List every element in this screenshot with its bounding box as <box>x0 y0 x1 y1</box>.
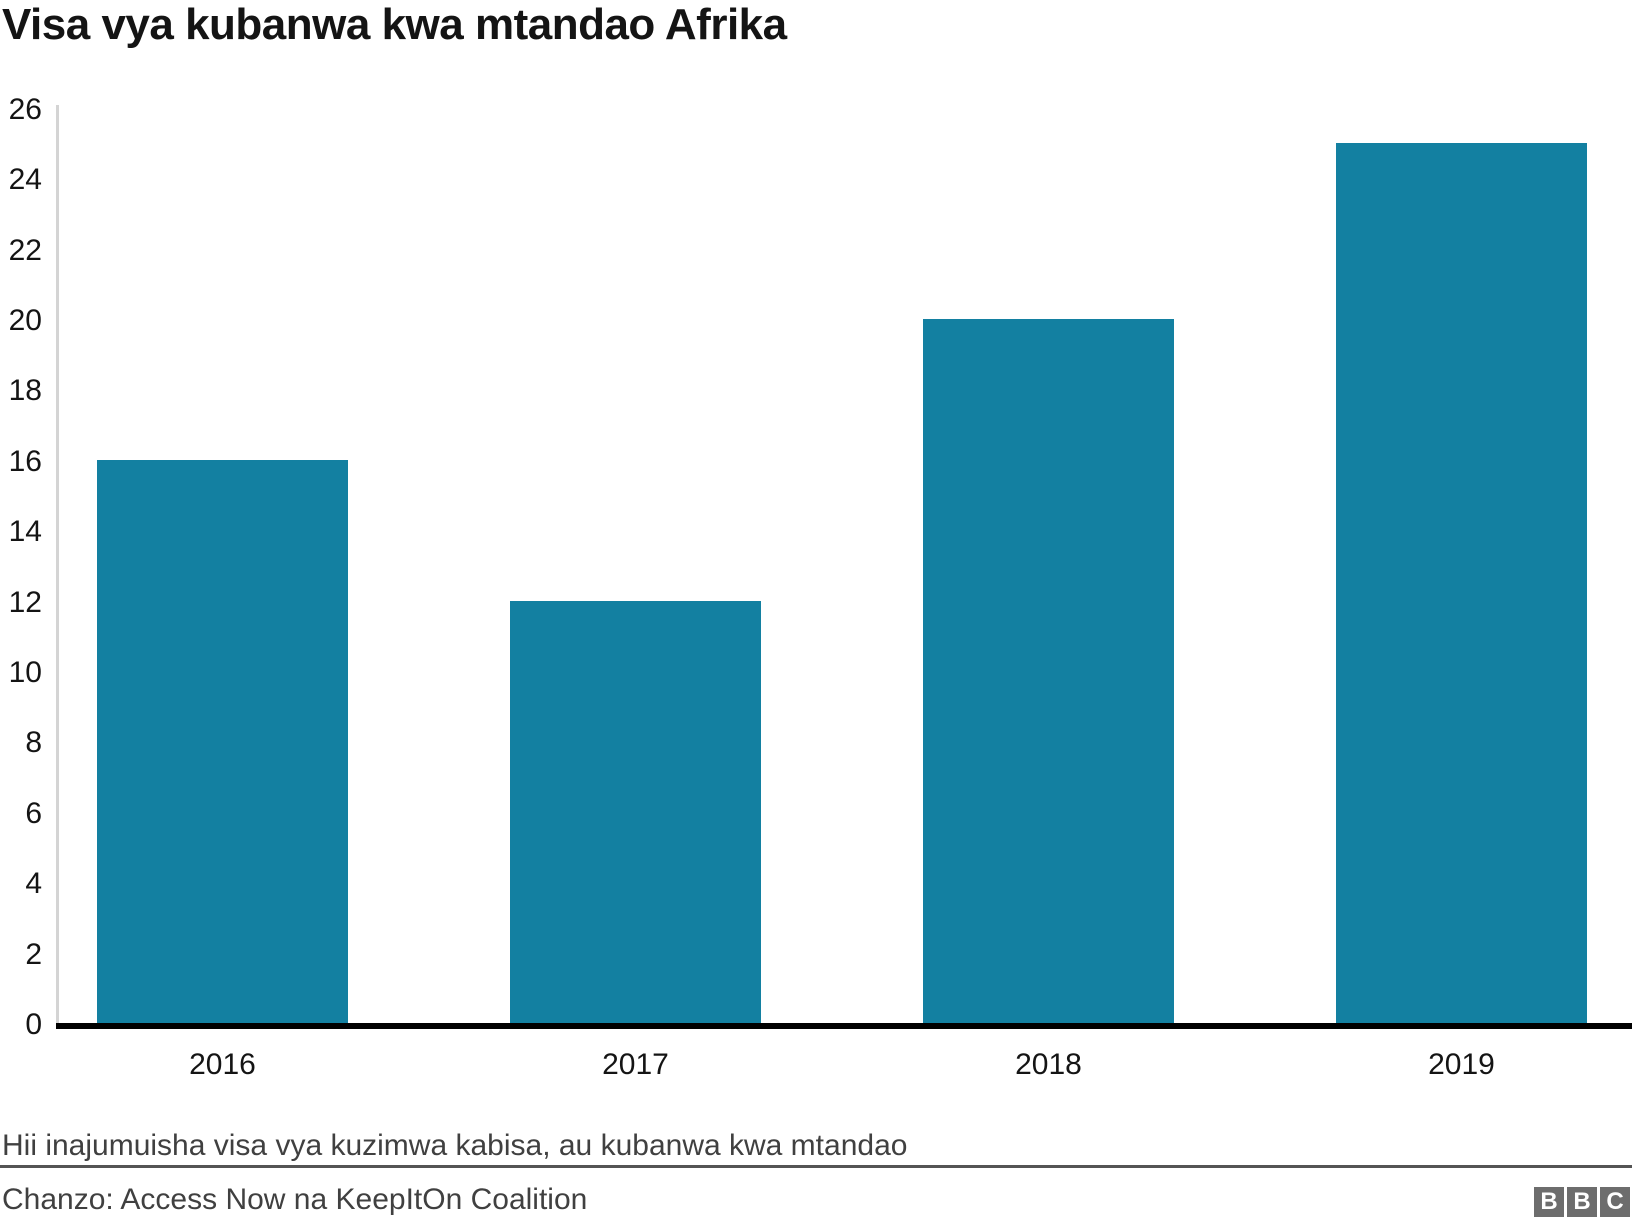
x-tick-label-2017: 2017 <box>602 1048 669 1081</box>
y-tick-label: 26 <box>8 92 42 126</box>
y-tick-label: 16 <box>8 444 42 478</box>
bbc-logo-block: B <box>1534 1187 1564 1217</box>
y-tick-label: 0 <box>25 1008 42 1041</box>
y-axis-line <box>56 105 59 1023</box>
x-tick-label-2019: 2019 <box>1428 1048 1495 1081</box>
bbc-logo-block: C <box>1600 1187 1630 1217</box>
y-tick-label: 24 <box>8 163 42 197</box>
y-tick-label: 20 <box>8 304 42 337</box>
divider-line <box>0 1165 1632 1168</box>
y-tick-label: 22 <box>8 233 42 267</box>
x-tick-label-2018: 2018 <box>1015 1048 1082 1081</box>
bar-2019 <box>1336 143 1587 1023</box>
y-tick-label: 8 <box>25 726 42 760</box>
bar-2016 <box>97 460 348 1023</box>
chart-title: Visa vya kubanwa kwa mtandao Afrika <box>2 0 787 49</box>
x-axis-line <box>56 1023 1632 1029</box>
y-tick-label: 10 <box>8 656 42 689</box>
y-tick-label: 14 <box>8 515 42 549</box>
x-tick-label-2016: 2016 <box>189 1048 256 1081</box>
bar-2018 <box>923 319 1174 1023</box>
y-tick-label: 12 <box>8 585 42 619</box>
y-tick-label: 4 <box>25 867 42 901</box>
y-tick-label: 6 <box>25 796 42 830</box>
y-tick-label: 18 <box>8 374 42 408</box>
y-tick-label: 2 <box>25 937 42 971</box>
bbc-logo-block: B <box>1567 1187 1597 1217</box>
chart-footnote: Hii inajumuisha visa vya kuzimwa kabisa,… <box>2 1129 908 1162</box>
bar-2017 <box>510 601 761 1023</box>
source-attribution: Chanzo: Access Now na KeepItOn Coalition <box>2 1183 588 1216</box>
